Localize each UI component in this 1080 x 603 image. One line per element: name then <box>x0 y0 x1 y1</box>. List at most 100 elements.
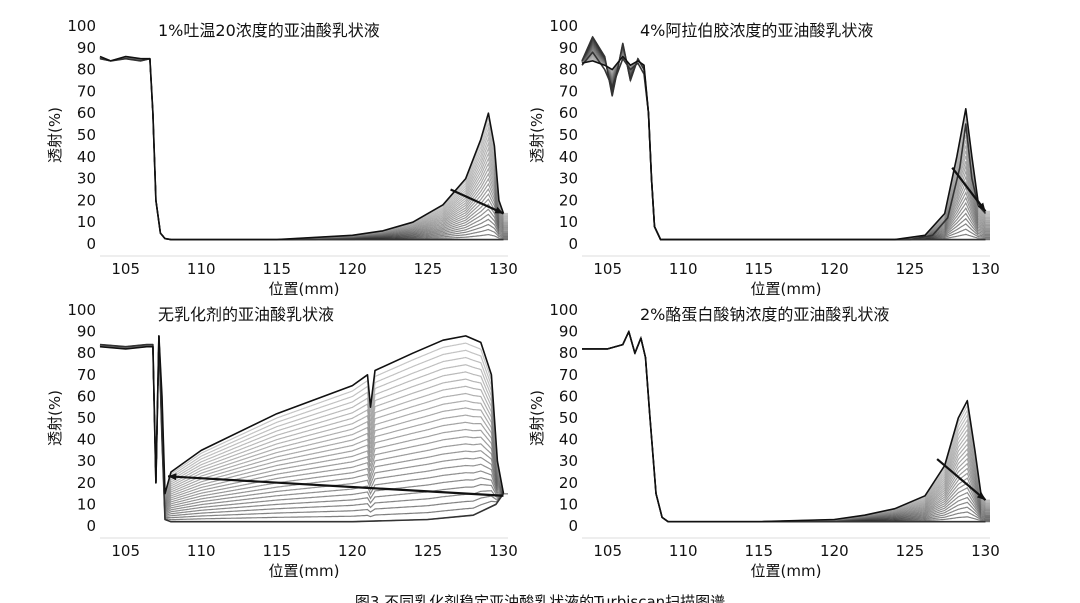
y-tick-label: 40 <box>77 148 96 166</box>
figure-caption: 图3 不同乳化剂稳定亚油酸乳状液的Turbiscan扫描图谱 <box>354 593 726 603</box>
interpolated-scan-line <box>99 56 508 241</box>
x-axis-label: 位置(mm) <box>751 280 822 298</box>
interpolated-scan-line <box>581 51 990 241</box>
scan-curve-family <box>99 55 508 241</box>
interpolated-scan-line <box>99 56 508 241</box>
y-axis-label: 透射(%) <box>528 107 546 163</box>
interpolated-scan-line <box>99 335 508 518</box>
y-tick-label: 40 <box>559 148 578 166</box>
y-tick-label: 80 <box>77 61 96 79</box>
chart-title: 4%阿拉伯胶浓度的亚油酸乳状液 <box>640 21 873 40</box>
series-line-first-scan <box>99 335 505 523</box>
x-tick-label: 115 <box>744 542 773 560</box>
interpolated-scan-line <box>581 52 990 241</box>
y-tick-label: 90 <box>77 323 96 341</box>
trend-arrow-head <box>168 473 177 481</box>
y-tick-label: 100 <box>549 301 578 319</box>
x-tick-label: 130 <box>489 542 518 560</box>
y-axis-label: 透射(%) <box>46 107 64 163</box>
interpolated-scan-line <box>99 56 508 241</box>
interpolated-scan-line <box>581 50 990 241</box>
trend-arrow-line <box>951 167 987 212</box>
interpolated-scan-line <box>99 56 508 241</box>
x-tick-label: 110 <box>187 542 216 560</box>
interpolated-scan-line <box>100 335 508 515</box>
y-tick-label: 10 <box>559 495 578 513</box>
trend-arrow-head <box>494 206 504 214</box>
x-axis-label: 位置(mm) <box>751 562 822 580</box>
trend-arrow-line <box>167 475 504 497</box>
interpolated-scan-line <box>99 335 508 512</box>
y-tick-label: 0 <box>568 517 578 535</box>
chart-title: 无乳化剂的亚油酸乳状液 <box>158 305 334 324</box>
y-tick-label: 80 <box>559 344 578 362</box>
interpolated-scan-line <box>100 335 508 505</box>
interpolated-scan-line <box>99 56 508 241</box>
series-line-mid-scan <box>581 51 987 241</box>
y-tick-label: 20 <box>559 474 578 492</box>
x-tick-label: 120 <box>338 542 367 560</box>
interpolated-scan-line <box>581 53 990 241</box>
interpolated-scan-line <box>581 44 990 241</box>
interpolated-scan-line <box>99 335 508 521</box>
x-tick-label: 130 <box>971 542 1000 560</box>
y-tick-label: 70 <box>559 366 578 384</box>
x-tick-label: 110 <box>669 260 698 278</box>
y-tick-label: 50 <box>77 126 96 144</box>
y-tick-label: 70 <box>77 366 96 384</box>
interpolated-scan-line <box>100 335 508 509</box>
y-tick-label: 40 <box>77 431 96 449</box>
x-tick-label: 130 <box>971 260 1000 278</box>
x-tick-label: 120 <box>338 260 367 278</box>
interpolated-scan-line <box>581 52 990 241</box>
y-tick-label: 100 <box>549 17 578 35</box>
chart-panel-2: 0 10 20 30 40 50 60 70 80 90 100 105 110 115 120 125 130… <box>528 17 1000 298</box>
interpolated-scan-line <box>100 335 508 514</box>
y-axis-label: 透射(%) <box>528 390 546 446</box>
y-tick-label: 30 <box>559 170 578 188</box>
y-tick-label: 20 <box>559 191 578 209</box>
x-axis-label: 位置(mm) <box>269 280 340 298</box>
interpolated-scan-line <box>581 55 990 241</box>
interpolated-scan-line <box>99 56 508 241</box>
interpolated-scan-line <box>99 335 508 512</box>
y-tick-label: 70 <box>559 82 578 100</box>
series-line-last-scan <box>99 335 505 495</box>
x-tick-label: 125 <box>896 542 925 560</box>
trend-arrow-line <box>450 188 504 215</box>
y-tick-label: 30 <box>77 170 96 188</box>
x-tick-label: 125 <box>414 260 443 278</box>
chart-panel-3: 0 10 20 30 40 50 60 70 80 90 100 105 110 115 120 125 130… <box>46 301 518 580</box>
x-tick-label: 115 <box>262 542 291 560</box>
y-tick-label: 80 <box>77 344 96 362</box>
interpolated-scan-line <box>581 55 990 241</box>
series-line-last-scan <box>581 55 987 241</box>
x-axis-label: 位置(mm) <box>269 562 340 580</box>
series-line-last-scan <box>99 55 505 241</box>
x-tick-label: 125 <box>896 260 925 278</box>
chart-panel-1: 0 10 20 30 40 50 60 70 80 90 100 105 110 115 120 125 130… <box>46 17 518 298</box>
y-tick-label: 80 <box>559 61 578 79</box>
interpolated-scan-line <box>99 56 508 241</box>
y-tick-label: 100 <box>67 17 96 35</box>
x-tick-label: 105 <box>593 542 622 560</box>
interpolated-scan-line <box>99 335 508 516</box>
y-tick-label: 100 <box>67 301 96 319</box>
interpolated-scan-line <box>582 329 990 523</box>
y-tick-label: 0 <box>86 517 96 535</box>
y-tick-label: 90 <box>559 39 578 57</box>
y-tick-label: 0 <box>86 235 96 253</box>
y-tick-label: 60 <box>77 104 96 122</box>
y-axis-label: 透射(%) <box>46 390 64 446</box>
x-tick-label: 120 <box>820 260 849 278</box>
scan-curve-family <box>99 335 508 523</box>
series-line-first-scan <box>581 36 986 241</box>
trend-arrow-head <box>976 492 986 501</box>
y-tick-label: 60 <box>559 104 578 122</box>
interpolated-scan-line <box>581 39 990 241</box>
scan-curve-family <box>582 329 990 523</box>
interpolated-scan-line <box>581 45 990 241</box>
x-tick-label: 110 <box>669 542 698 560</box>
interpolated-scan-line <box>581 46 990 241</box>
x-tick-label: 115 <box>744 260 773 278</box>
